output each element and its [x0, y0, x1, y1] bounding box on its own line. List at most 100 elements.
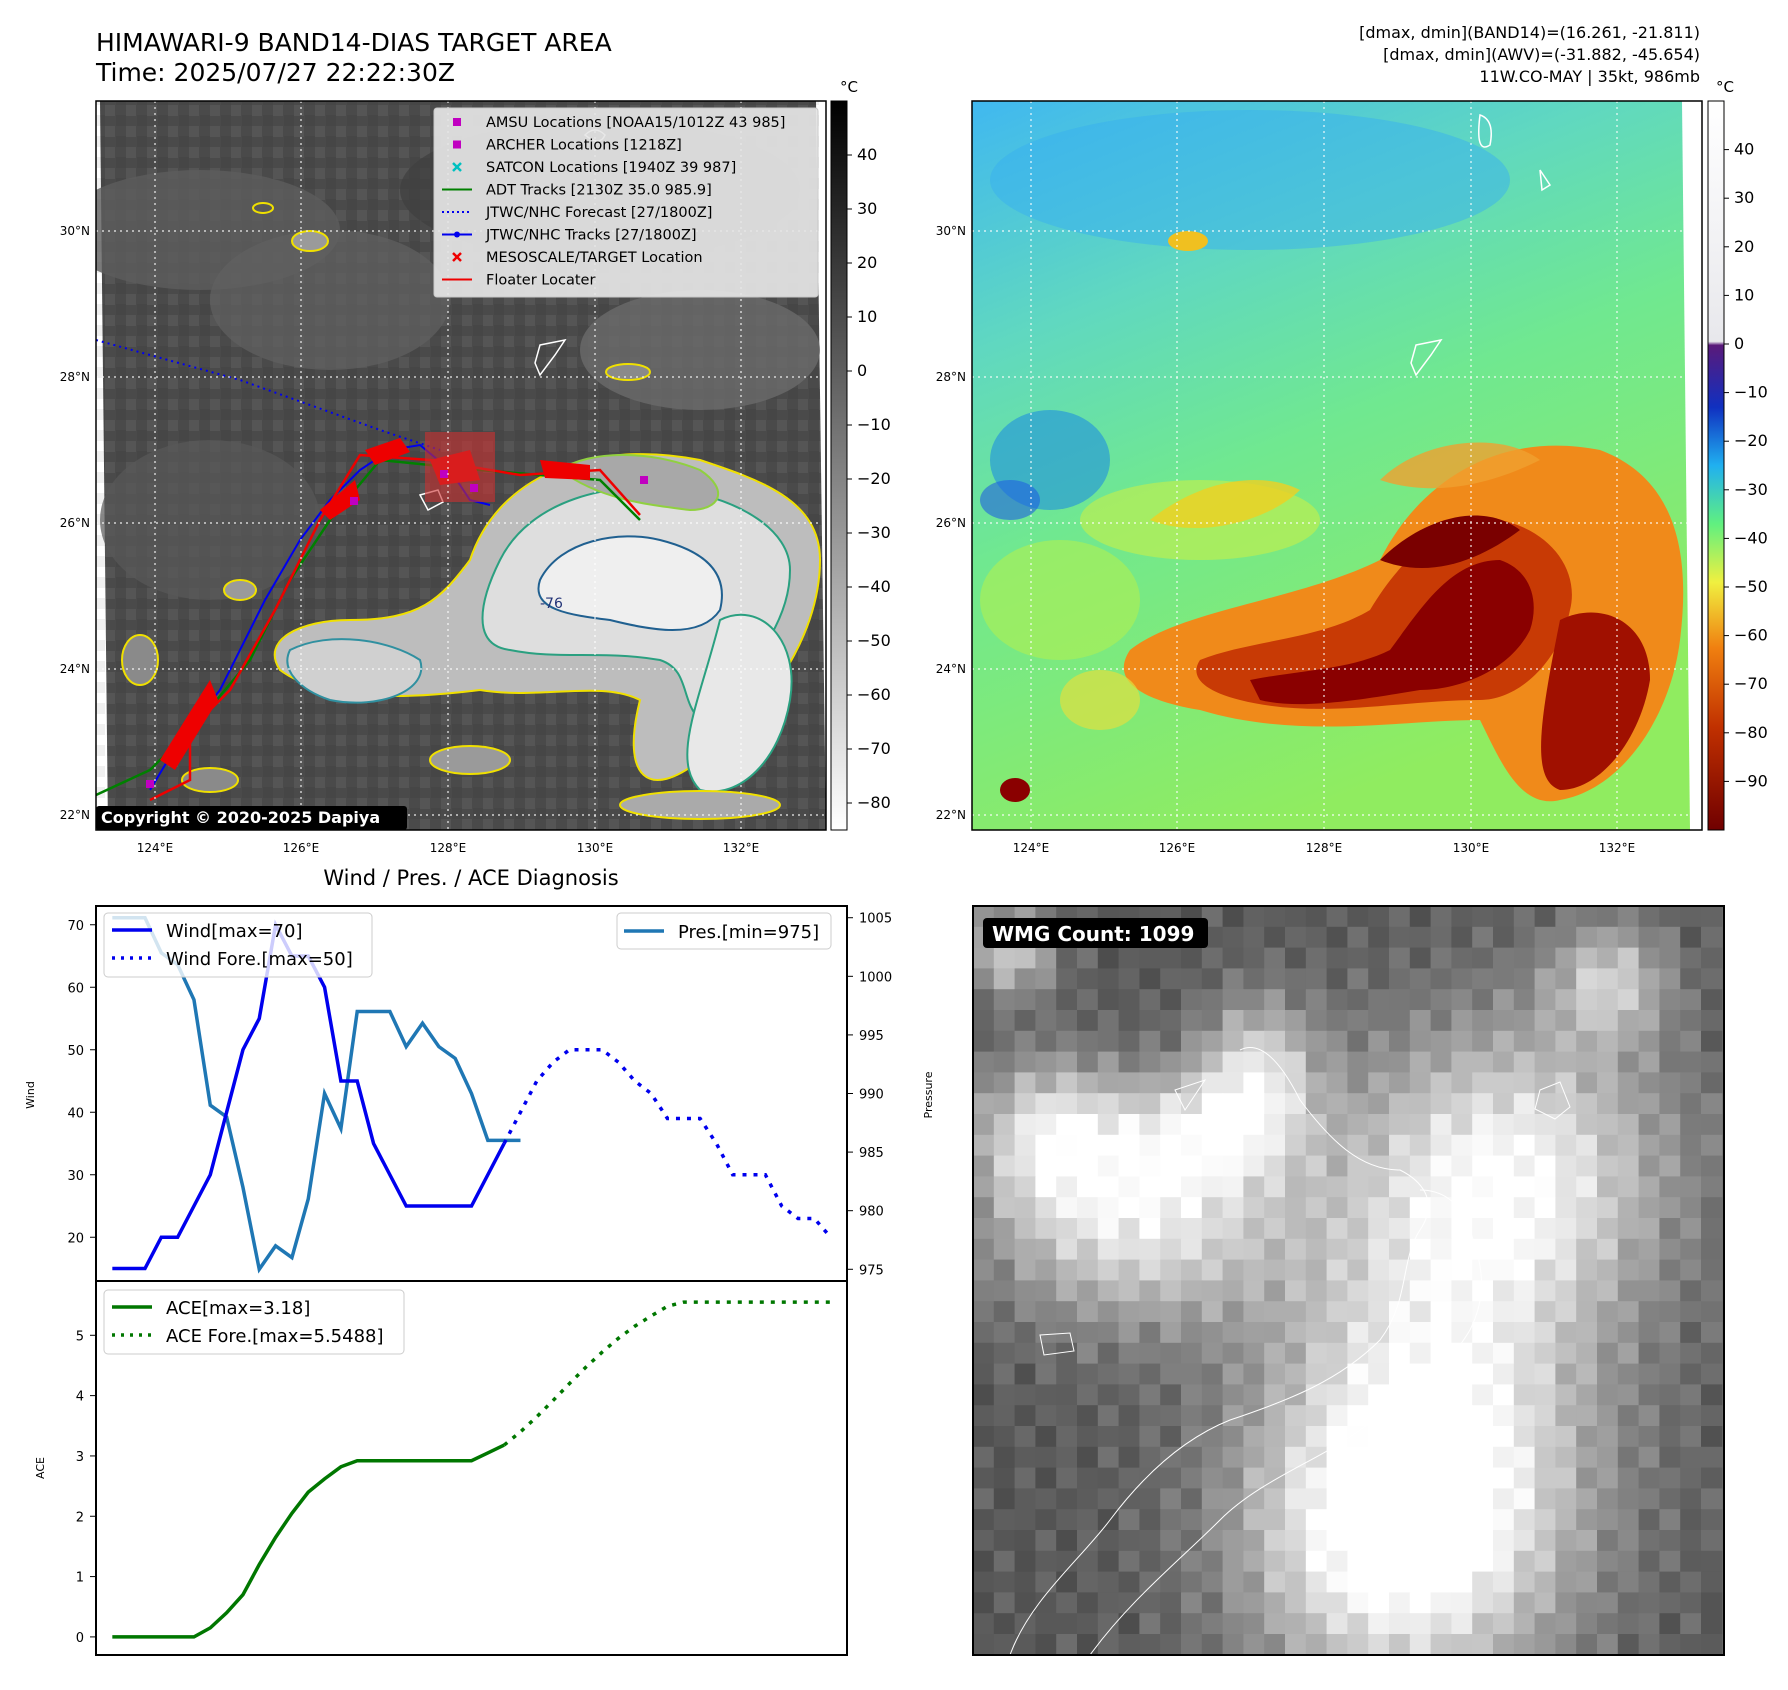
legend-label-7: Floater Locater [486, 273, 595, 289]
map2-lat-label-2: 26°N [936, 516, 966, 530]
cb-color-tick-7: −30 [1734, 480, 1768, 499]
legend-marker-1 [453, 140, 461, 149]
map2-lon-label-1: 126°E [1159, 841, 1196, 855]
map1-lat-label-1: 28°N [60, 370, 90, 384]
info-line-2: [dmax, dmin](AWV)=(-31.882, -45.654) [1383, 45, 1700, 64]
contour-label: -76 [540, 596, 563, 612]
cb-gray-tick-2: 20 [857, 253, 877, 272]
wind-legend: Wind[max=70] Wind Fore.[max=50] [103, 912, 373, 978]
cb-gray-tick-7: −30 [857, 523, 891, 542]
ace-series-line [112, 1443, 505, 1639]
cb-gray-tick-1: 30 [857, 199, 877, 218]
map2-lat-label-0: 30°N [936, 224, 966, 238]
pres-tick-5: 1000 [859, 970, 892, 985]
cb-color-tick-13: −90 [1734, 771, 1768, 790]
colorbar-unit-gray: °C [840, 78, 858, 96]
pres-tick-2: 985 [859, 1146, 884, 1161]
cb-gray-tick-3: 10 [857, 307, 877, 326]
map2-lat-label-4: 22°N [936, 808, 966, 822]
cb-gray-tick-12: −80 [857, 793, 891, 812]
wind-tick-0: 20 [67, 1231, 84, 1246]
color-map-panel: 124°E 126°E 128°E 130°E 132°E 30°N 28°N 26°N 24°… [936, 78, 1768, 855]
cb-color-tick-11: −70 [1734, 674, 1768, 693]
map1-lon-label-4: 132°E [723, 841, 760, 855]
cb-gray-tick-10: −60 [857, 685, 891, 704]
cb-color-tick-10: −60 [1734, 626, 1768, 645]
legend-label-4: JTWC/NHC Forecast [27/1800Z] [485, 205, 712, 221]
legend-pres: Pres.[min=975] [678, 922, 819, 943]
ace-tick-0: 0 [76, 1631, 84, 1646]
ace-tick-1: 1 [76, 1571, 84, 1586]
legend-label-0: AMSU Locations [NOAA15/1012Z 43 985] [486, 115, 785, 131]
pres-tick-6: 1005 [859, 912, 892, 927]
copyright-text: Copyright © 2020-2025 Dapiya [101, 808, 380, 827]
legend-label-2: SATCON Locations [1940Z 39 987] [486, 160, 736, 176]
figure-title-line1: HIMAWARI-9 BAND14-DIAS TARGET AREA [96, 28, 612, 57]
ace-tick-4: 4 [76, 1390, 84, 1405]
wmg-count: WMG Count: 1099 [992, 922, 1194, 946]
wind-tick-3: 50 [67, 1044, 84, 1059]
map2-lat-label-1: 28°N [936, 370, 966, 384]
map1-lat-label-3: 24°N [60, 662, 90, 676]
map2-lon-label-3: 130°E [1453, 841, 1490, 855]
colorbar-unit-color: °C [1716, 78, 1734, 96]
ace-ylabel: ACE [34, 1457, 47, 1479]
legend-label-5: JTWC/NHC Tracks [27/1800Z] [485, 228, 697, 244]
figure-title-line2: Time: 2025/07/27 22:22:30Z [95, 58, 455, 87]
ace-tick-3: 3 [76, 1450, 84, 1465]
diagnosis-title: Wind / Pres. / ACE Diagnosis [323, 866, 618, 890]
legend-label-1: ARCHER Locations [1218Z] [486, 138, 682, 154]
pres-legend: Pres.[min=975] [616, 912, 832, 950]
legend-ace-fore: ACE Fore.[max=5.5488] [166, 1326, 384, 1347]
legend-wind: Wind[max=70] [166, 921, 303, 942]
pres-tick-1: 980 [859, 1205, 884, 1220]
pres-tick-3: 990 [859, 1088, 884, 1103]
ace-legend: ACE[max=3.18] ACE Fore.[max=5.5488] [103, 1289, 405, 1355]
wind-tick-4: 60 [67, 981, 84, 996]
ace-tick-2: 2 [76, 1510, 84, 1525]
map1-lat-label-0: 30°N [60, 224, 90, 238]
map1-lon-label-2: 128°E [430, 841, 467, 855]
cb-color-tick-1: 30 [1734, 188, 1754, 207]
cb-gray-tick-5: −10 [857, 415, 891, 434]
legend-label-3: ADT Tracks [2130Z 35.0 985.9] [486, 183, 712, 199]
map1-lat-label-4: 22°N [60, 808, 90, 822]
legend-marker-0 [453, 118, 461, 126]
pres-tick-4: 995 [859, 1029, 884, 1044]
colorbar-gray [830, 100, 848, 831]
legend-marker-2 [452, 162, 462, 172]
map2-lon-label-4: 132°E [1599, 841, 1636, 855]
pres-tick-0: 975 [859, 1263, 884, 1278]
ir-map-panel: -76 [60, 78, 891, 855]
cb-color-tick-8: −40 [1734, 528, 1768, 547]
cb-color-tick-0: 40 [1734, 140, 1754, 159]
cb-gray-tick-4: 0 [857, 361, 867, 380]
legend-wind-fore: Wind Fore.[max=50] [166, 949, 353, 970]
legend-marker-6 [452, 252, 462, 262]
map1-lat-label-2: 26°N [60, 516, 90, 530]
cb-gray-tick-11: −70 [857, 739, 891, 758]
cb-gray-tick-9: −50 [857, 631, 891, 650]
map-legend: AMSU Locations [NOAA15/1012Z 43 985] ARCH… [433, 107, 819, 298]
cb-color-tick-5: −10 [1734, 383, 1768, 402]
map1-lon-label-1: 126°E [283, 841, 320, 855]
cb-color-tick-2: 20 [1734, 237, 1754, 256]
wind-ylabel: Wind [24, 1081, 37, 1109]
wind-tick-1: 30 [67, 1169, 84, 1184]
info-line-1: [dmax, dmin](BAND14)=(16.261, -21.811) [1359, 23, 1700, 42]
legend-label-6: MESOSCALE/TARGET Location [486, 250, 703, 266]
ace-tick-5: 5 [76, 1329, 84, 1344]
cb-color-tick-3: 10 [1734, 285, 1754, 304]
wind-tick-2: 40 [67, 1106, 84, 1121]
legend-ace: ACE[max=3.18] [166, 1298, 310, 1319]
diagnosis-chart: Wind / Pres. / ACE Diagnosis 20304050607… [24, 866, 935, 1656]
map1-lon-label-3: 130°E [577, 841, 614, 855]
map2-lon-label-2: 128°E [1306, 841, 1343, 855]
pressure-ylabel: Pressure [922, 1071, 935, 1118]
wmg-panel: WMG Count: 1099 [972, 905, 1725, 1656]
wind-tick-5: 70 [67, 919, 84, 934]
map2-lon-label-0: 124°E [1013, 841, 1050, 855]
map2-lat-label-3: 24°N [936, 662, 966, 676]
map1-lon-label-0: 124°E [137, 841, 174, 855]
